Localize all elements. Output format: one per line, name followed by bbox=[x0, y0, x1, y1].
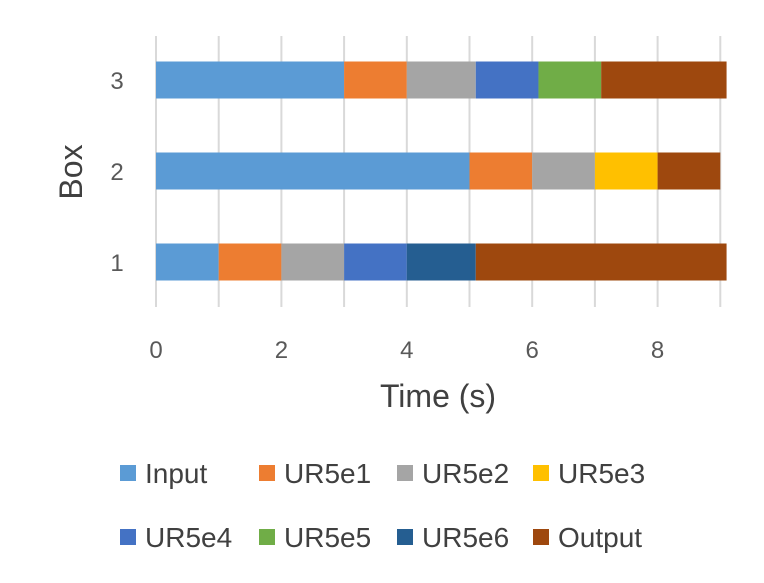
bar-segment-ur5e2-box-3 bbox=[406, 61, 476, 99]
bar-segment-ur5e2-box-1 bbox=[281, 243, 345, 281]
legend-swatch-ur5e2 bbox=[397, 465, 413, 481]
bar-segment-output-box-1 bbox=[475, 243, 727, 281]
legend-swatch-output bbox=[533, 529, 549, 545]
legend-label-ur5e6: UR5e6 bbox=[422, 522, 509, 553]
legend-label-ur5e5: UR5e5 bbox=[284, 522, 371, 553]
legend-swatch-ur5e3 bbox=[533, 465, 549, 481]
x-tick-label: 0 bbox=[149, 337, 162, 364]
legend-swatch-ur5e5 bbox=[259, 529, 275, 545]
legend-label-input: Input bbox=[145, 458, 207, 489]
y-tick-label: 3 bbox=[110, 68, 123, 95]
bars bbox=[156, 61, 727, 281]
bar-segment-ur5e1-box-2 bbox=[469, 152, 533, 190]
legend-label-ur5e1: UR5e1 bbox=[284, 458, 371, 489]
x-tick-label: 8 bbox=[651, 337, 664, 364]
bar-segment-input-box-1 bbox=[156, 243, 219, 281]
bar-segment-ur5e6-box-1 bbox=[406, 243, 476, 281]
legend-swatch-input bbox=[120, 465, 136, 481]
bar-segment-ur5e5-box-3 bbox=[538, 61, 602, 99]
legend-swatch-ur5e6 bbox=[397, 529, 413, 545]
legend: Input UR5e1 UR5e2 UR5e3 UR5e4 UR5e5 UR5e6 Outpu… bbox=[120, 458, 645, 553]
bar-segment-output-box-2 bbox=[657, 152, 721, 190]
legend-swatch-ur5e4 bbox=[120, 529, 136, 545]
bar-segment-input-box-3 bbox=[156, 61, 345, 99]
bar-segment-input-box-2 bbox=[156, 152, 470, 190]
y-tick-label: 1 bbox=[110, 250, 123, 277]
x-tick-label: 2 bbox=[275, 337, 288, 364]
bar-segment-ur5e2-box-2 bbox=[532, 152, 595, 190]
x-tick-label: 6 bbox=[526, 337, 539, 364]
y-axis-title: Box bbox=[53, 144, 89, 199]
y-axis-ticks: 1 2 3 bbox=[110, 68, 123, 277]
x-tick-label: 4 bbox=[400, 337, 413, 364]
x-axis-ticks: 0 2 4 6 8 bbox=[149, 337, 664, 364]
legend-label-ur5e3: UR5e3 bbox=[558, 458, 645, 489]
bar-segment-ur5e4-box-1 bbox=[344, 243, 407, 281]
legend-label-ur5e2: UR5e2 bbox=[422, 458, 509, 489]
legend-swatch-ur5e1 bbox=[259, 465, 275, 481]
legend-label-ur5e4: UR5e4 bbox=[145, 522, 232, 553]
legend-label-output: Output bbox=[558, 522, 642, 553]
bar-segment-ur5e1-box-1 bbox=[218, 243, 282, 281]
bar-segment-output-box-3 bbox=[601, 61, 727, 99]
bar-segment-ur5e3-box-2 bbox=[594, 152, 658, 190]
bar-segment-ur5e1-box-3 bbox=[344, 61, 407, 99]
x-axis-title: Time (s) bbox=[380, 378, 496, 414]
y-tick-label: 2 bbox=[110, 159, 123, 186]
bar-segment-ur5e4-box-3 bbox=[475, 61, 539, 99]
